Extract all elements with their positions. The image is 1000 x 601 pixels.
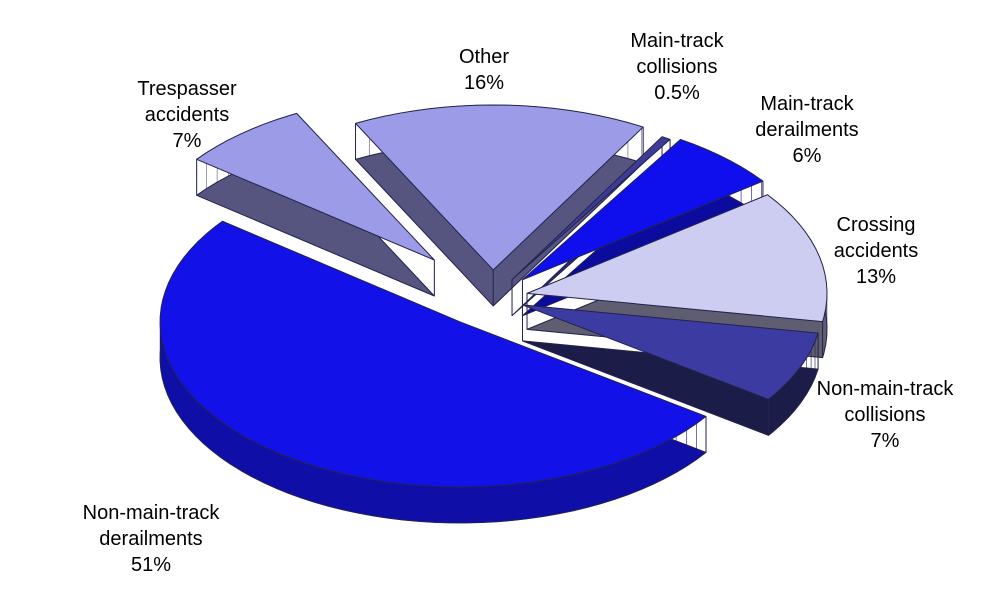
slice-label-line: accidents: [833, 240, 919, 262]
slice-label-line: Trespasser: [137, 78, 237, 100]
pie-slice-top-face: [196, 112, 435, 261]
slice-label-line: Main-track: [760, 93, 854, 115]
slice-label-main-track-derailments: Main-track derailments 6%: [755, 91, 858, 169]
slice-label-line: 16%: [463, 72, 505, 94]
slice-label-non-main-track-collisions: Non-main-track collisions 7%: [817, 376, 954, 454]
pie-slice-top-face: [159, 220, 707, 488]
pie-slice-non-main-track-derailments: [159, 220, 707, 524]
pie-slice-top-face: [521, 139, 764, 281]
slice-label-line: collisions: [636, 56, 718, 78]
pie-slice-non-main-track-collisions: [522, 304, 819, 436]
slice-label-line: Main-track: [630, 30, 724, 52]
slice-label-line: 0.5%: [654, 82, 700, 104]
pie-slice-trespasser-accidents: [196, 112, 435, 297]
pie-slice-bottom-edge: [522, 340, 819, 436]
pie-slice-top-face: [526, 194, 828, 323]
slice-label-line: 6%: [792, 145, 822, 167]
slice-label-trespasser-accidents: Trespasser accidents 7%: [137, 76, 236, 154]
slice-label-other: Other 16%: [459, 44, 509, 96]
slice-label-line: collisions: [844, 404, 926, 426]
pie-slice-top-face: [355, 104, 644, 271]
pie-slice-top-face: [511, 136, 671, 281]
slice-label-non-main-track-derailments: Non-main-track derailments 51%: [83, 500, 220, 578]
slice-label-line: Other: [458, 46, 510, 68]
slice-label-line: accidents: [144, 104, 230, 126]
pie-slice-top-face: [522, 304, 819, 400]
slice-label-crossing-accidents: Crossing accidents 13%: [834, 212, 919, 290]
slice-label-line: 51%: [130, 554, 172, 576]
slice-label-line: derailments: [99, 528, 203, 550]
slice-label-line: Non-main-track: [816, 378, 954, 400]
slice-label-line: derailments: [755, 119, 859, 141]
slice-label-line: 7%: [172, 130, 202, 152]
slice-label-line: 7%: [870, 430, 900, 452]
slice-label-line: Non-main-track: [82, 502, 220, 524]
slice-label-line: 13%: [855, 266, 897, 288]
slice-label-line: Crossing: [836, 214, 916, 236]
slice-label-main-track-collisions: Main-track collisions 0.5%: [630, 28, 723, 106]
pie-slice-other: [355, 104, 644, 307]
